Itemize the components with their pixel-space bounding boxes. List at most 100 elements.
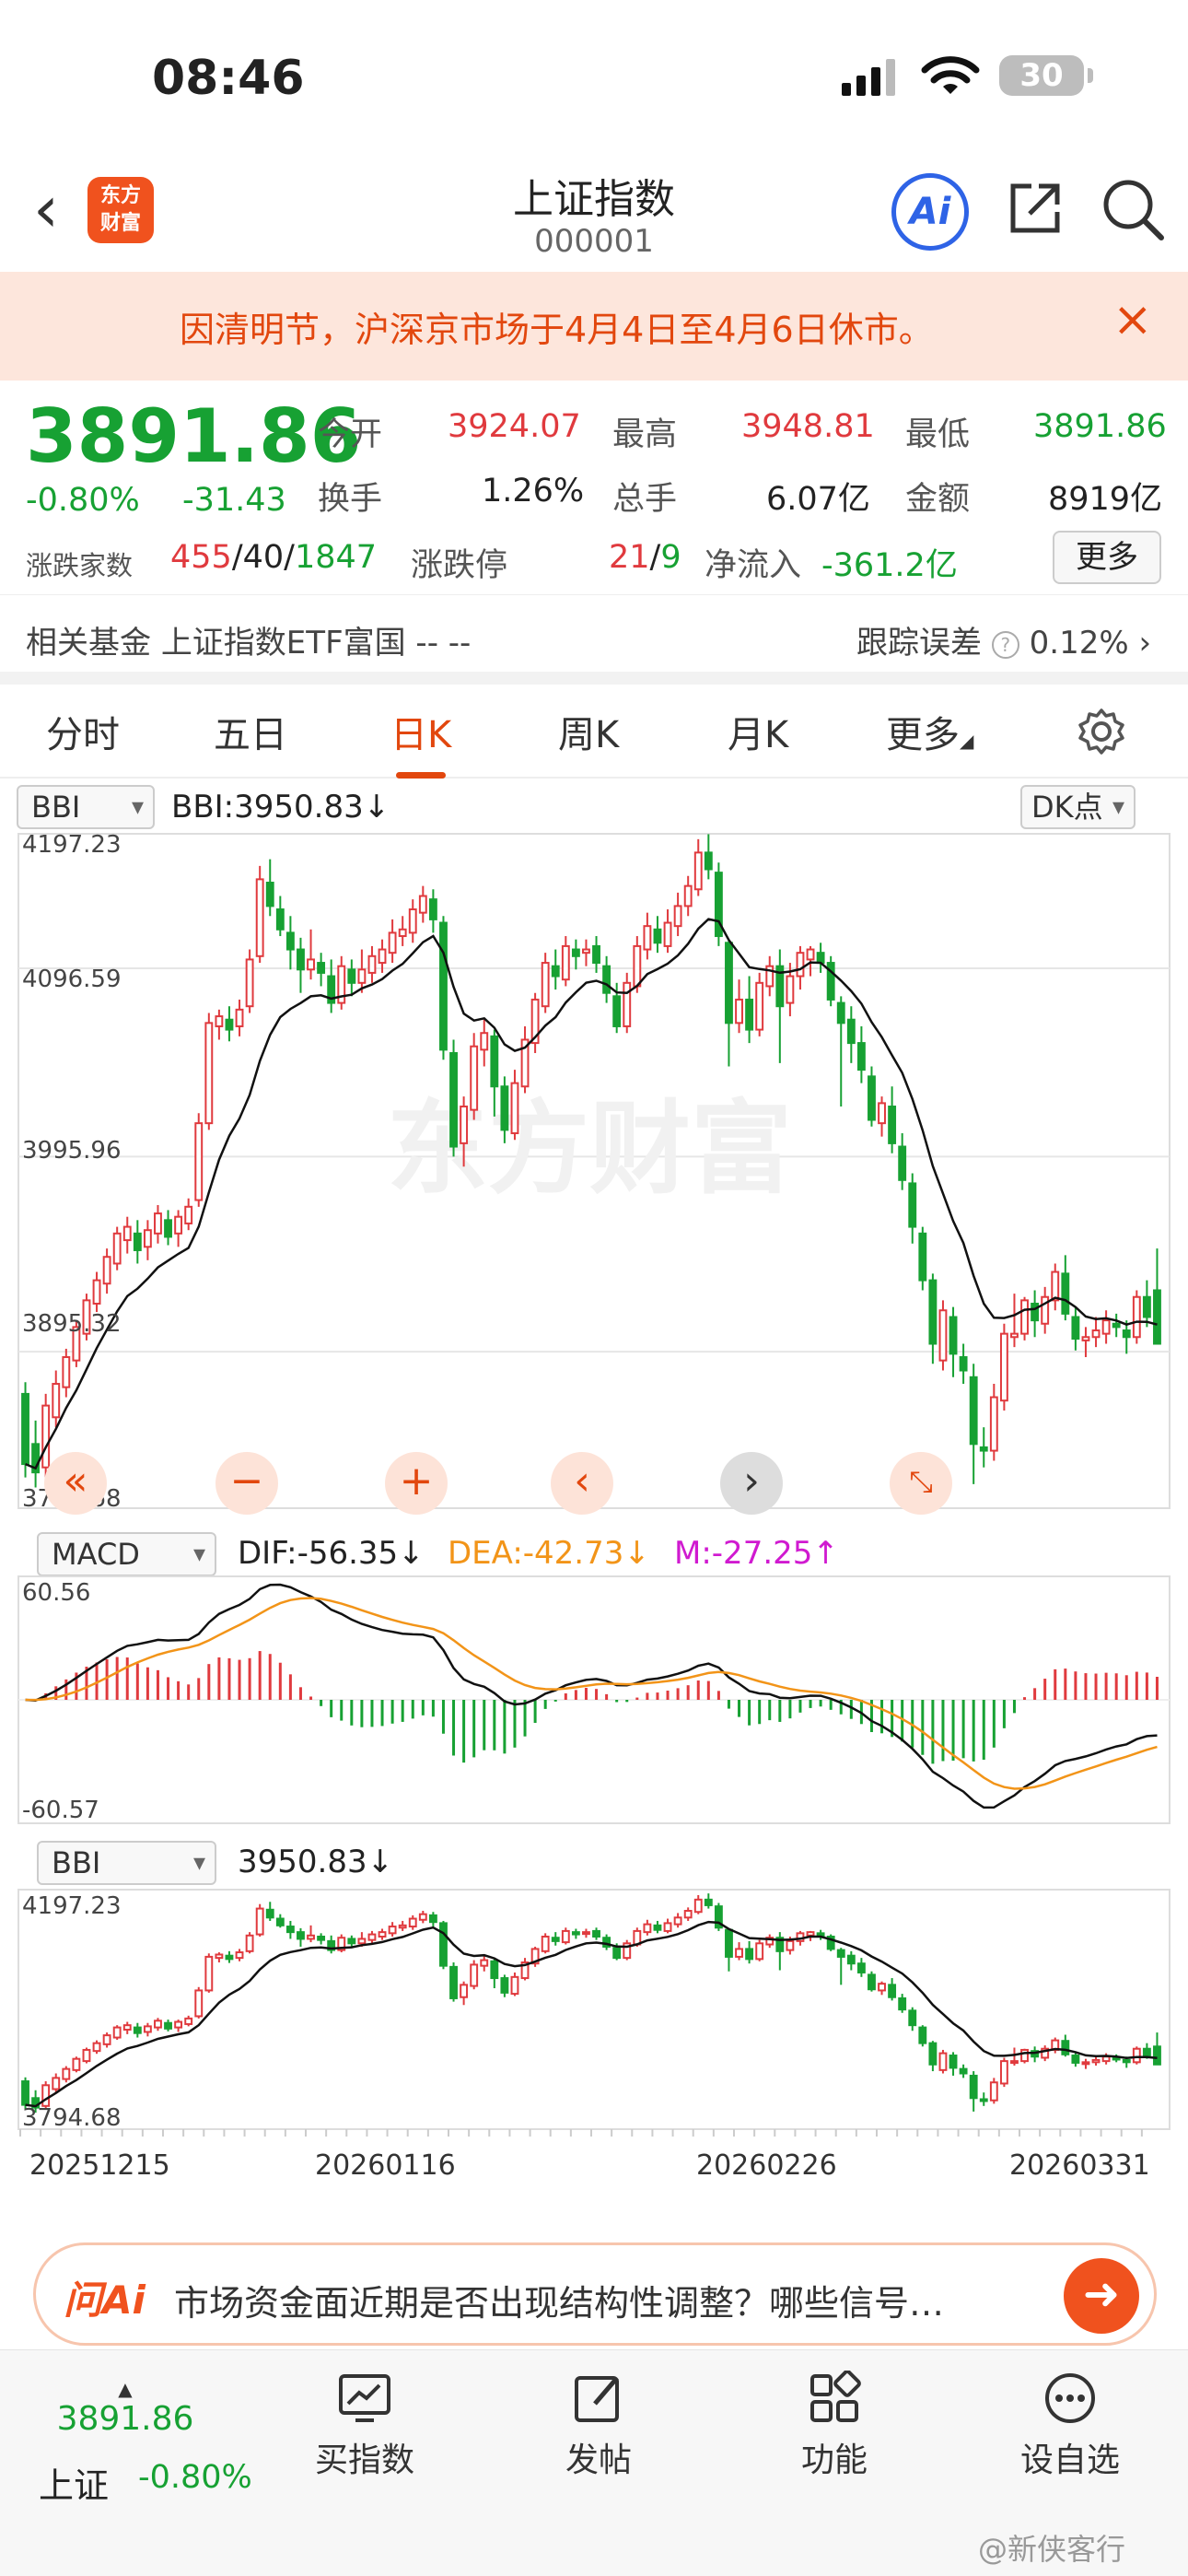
tab-monthly-k[interactable]: 月K — [728, 714, 789, 756]
candle-body — [154, 1212, 162, 1235]
candle-body — [1071, 1316, 1080, 1341]
candle-body — [979, 2098, 988, 2102]
candle-body — [959, 2067, 968, 2075]
candle-body — [592, 944, 600, 965]
candle-body — [112, 1232, 122, 1265]
chevron-right-icon: › — [1138, 625, 1152, 662]
holiday-notice: 因清明节，沪深京市场于4月4日至4月6日休市。 × — [0, 272, 1188, 381]
limit-label: 涨跌停 — [411, 547, 508, 584]
candle-body — [796, 952, 805, 978]
tracking-value: 0.12% — [1029, 625, 1129, 662]
candle-body — [439, 921, 448, 1051]
dif-readout: DIF:-56.35↓ — [238, 1535, 425, 1572]
back-button[interactable]: ‹ — [33, 171, 59, 247]
caret-icon: ◢ — [960, 730, 974, 752]
candle-body — [826, 1936, 835, 1950]
candle-body — [643, 925, 652, 951]
candle-body — [969, 2074, 978, 2100]
more-button[interactable]: 更多 — [1053, 531, 1161, 584]
candle-body — [184, 1205, 193, 1224]
candle-body — [623, 1942, 632, 1960]
buy-index-button[interactable]: 买指数 — [291, 2371, 438, 2481]
candle-body — [265, 1908, 274, 1919]
more-dots-icon — [1045, 2373, 1095, 2423]
y-axis-label: 4096.59 — [22, 966, 122, 993]
amount-value: 8919亿 — [1048, 481, 1163, 518]
signal-icon — [842, 59, 895, 96]
candle-body — [938, 1309, 948, 1362]
candle-body — [480, 1032, 489, 1051]
rewind-button[interactable]: « — [44, 1452, 107, 1515]
candle-body — [31, 1443, 41, 1474]
weibo-watermark: @新侠客行 — [978, 2532, 1126, 2567]
candle-body — [878, 1983, 886, 1992]
candle-body — [868, 1075, 876, 1121]
candle-body — [285, 1926, 295, 1934]
candle-body — [745, 1948, 754, 1961]
dk-point-select[interactable]: DK点 — [1020, 785, 1136, 829]
share-icon[interactable] — [1006, 179, 1065, 238]
candle-body — [633, 944, 642, 988]
tab-five-day[interactable]: 五日 — [214, 714, 287, 756]
m-readout: M:-27.25↑ — [674, 1535, 839, 1572]
limit-down: 9 — [660, 539, 681, 576]
zoom-out-button[interactable]: − — [215, 1452, 278, 1515]
kline-indicator-select[interactable]: BBI — [17, 785, 155, 829]
related-fund-row[interactable]: 相关基金 上证指数ETF富国 -- -- 跟踪误差 ? 0.12% › — [0, 594, 1188, 685]
fullscreen-button[interactable]: ⤡ — [890, 1452, 952, 1515]
candle-body — [938, 2052, 948, 2071]
advance-decline-values: 455/40/1847 — [170, 539, 377, 576]
index-mini-quote[interactable]: ▲ 3891.86 — [52, 2378, 199, 2438]
sub-indicator-select[interactable]: BBI — [37, 1841, 216, 1885]
ai-button[interactable]: Ai — [891, 173, 969, 251]
scroll-right-button[interactable]: › — [720, 1452, 783, 1515]
functions-button[interactable]: 功能 — [761, 2371, 908, 2481]
candle-body — [490, 1035, 499, 1088]
candle-body — [846, 1018, 856, 1045]
candle-body — [856, 1042, 866, 1071]
candle-body — [541, 1936, 550, 1952]
candle-body — [275, 1917, 285, 1926]
dif-line — [25, 1583, 1158, 1809]
candle-body — [836, 1949, 845, 1958]
candle-body — [265, 882, 274, 907]
post-button[interactable]: 发帖 — [525, 2371, 672, 2481]
candle-body — [551, 1937, 560, 1942]
limit-values: 21/9 — [609, 539, 681, 576]
ask-ai-bar[interactable]: 问Ai 市场资金面近期是否出现结构性调整？哪些信号… ➜ — [33, 2242, 1157, 2346]
low-value: 3891.86 — [1033, 408, 1167, 445]
candle-body — [1091, 2058, 1101, 2064]
help-icon: ? — [991, 630, 1019, 659]
tab-more[interactable]: 更多◢ — [886, 705, 973, 758]
stock-code: 000001 — [534, 223, 654, 260]
sub-bbi-readout: 3950.83↓ — [238, 1844, 394, 1880]
kline-chart[interactable]: 东方财富 4197.23 4096.59 3995.96 3895.32 3794.68… — [0, 779, 1188, 2216]
scroll-left-button[interactable]: ‹ — [551, 1452, 613, 1515]
candle-body — [255, 1907, 264, 1936]
candle-body — [388, 1926, 397, 1935]
tab-intraday[interactable]: 分时 — [46, 714, 120, 756]
candle-body — [1122, 2058, 1131, 2064]
add-watchlist-button[interactable]: 设自选 — [996, 2371, 1144, 2481]
candle-body — [735, 1948, 743, 1958]
candle-body — [530, 1948, 540, 1965]
candle-body — [592, 1929, 600, 1938]
send-arrow-button[interactable]: ➜ — [1064, 2258, 1139, 2334]
candle-body — [888, 1984, 897, 1998]
turnover-value: 1.26% — [482, 473, 585, 509]
close-notice-icon[interactable]: × — [1112, 292, 1153, 347]
gear-icon[interactable] — [1077, 708, 1125, 755]
search-icon[interactable] — [1101, 177, 1165, 241]
bottom-bar: ▲ 3891.86 上证 -0.80% 买指数 发帖 功能 设自选 — [0, 2349, 1188, 2576]
candle-body — [72, 2057, 81, 2071]
candle-body — [673, 905, 682, 928]
zoom-in-button[interactable]: + — [385, 1452, 448, 1515]
app-logo: 东方 财富 — [87, 177, 154, 243]
macd-indicator-select[interactable]: MACD — [37, 1532, 216, 1576]
candle-body — [1031, 1302, 1040, 1322]
candle-body — [918, 2026, 927, 2044]
candle-body — [693, 851, 703, 891]
tab-daily-k[interactable]: 日K — [390, 705, 451, 779]
buy-index-label: 买指数 — [314, 2441, 414, 2479]
tab-weekly-k[interactable]: 周K — [558, 714, 620, 756]
